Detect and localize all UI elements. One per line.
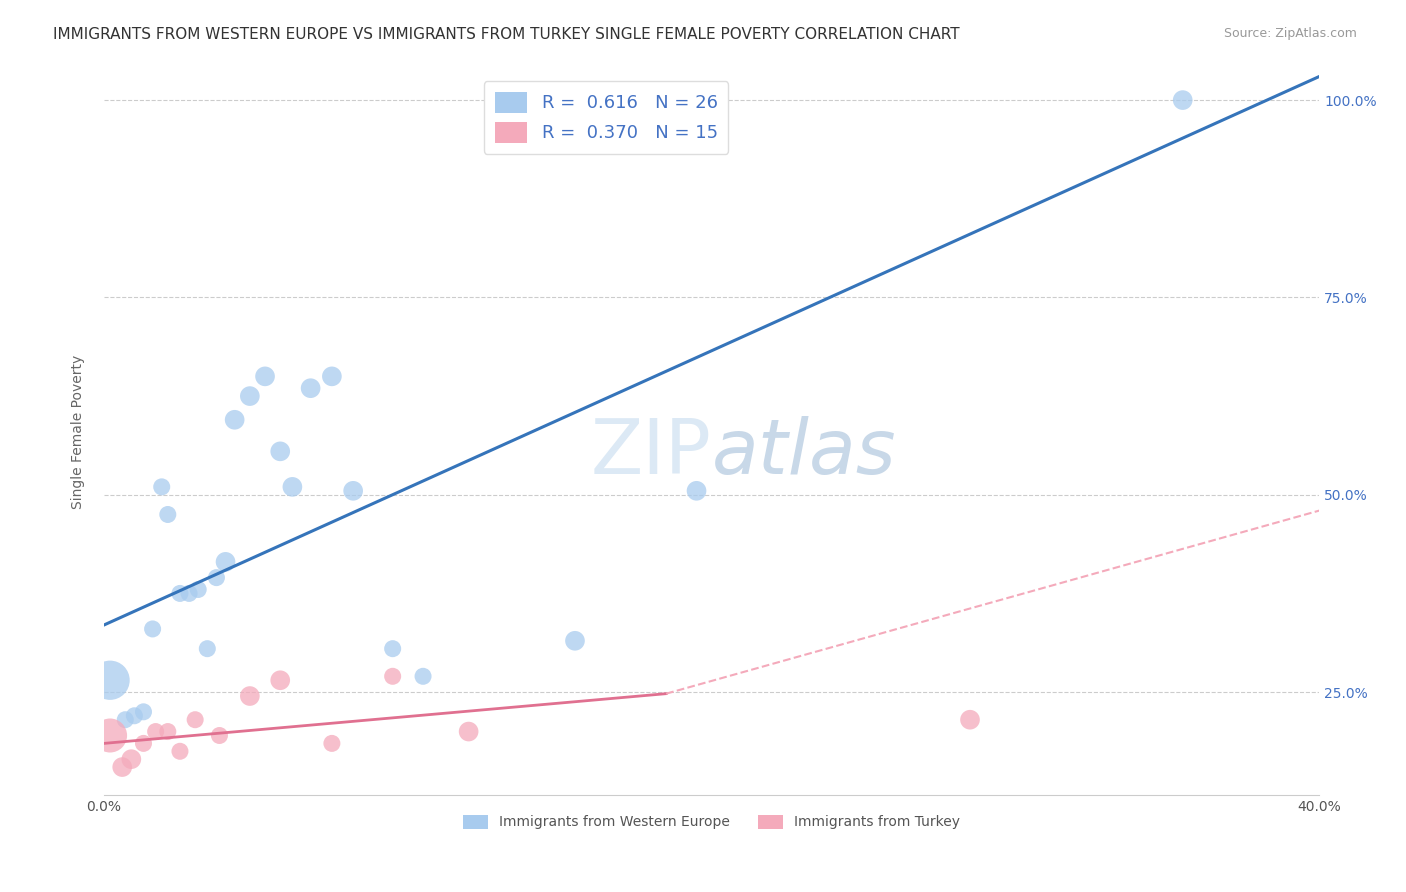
Point [685,483,707,498]
Point [208,729,231,743]
Point [564,633,586,648]
Point [269,444,291,458]
Point [98,729,121,743]
Point [156,724,179,739]
Point [342,483,364,498]
Point [269,673,291,688]
Point [239,389,262,403]
Y-axis label: Single Female Poverty: Single Female Poverty [72,354,86,508]
Point [132,736,155,750]
Point [299,381,322,395]
Point [195,641,218,656]
Point [214,555,236,569]
Point [177,586,200,600]
Point [224,413,246,427]
Point [169,744,191,758]
Point [124,708,146,723]
Point [412,669,434,683]
Point [187,582,209,597]
Point [321,736,343,750]
Point [205,571,228,585]
Point [457,724,479,739]
Point [142,622,165,636]
Point [111,760,134,774]
Point [169,586,191,600]
Point [145,724,167,739]
Point [254,369,277,384]
Point [184,713,207,727]
Point [156,508,179,522]
Point [959,713,981,727]
Text: Source: ZipAtlas.com: Source: ZipAtlas.com [1223,27,1357,40]
Point [114,713,136,727]
Text: IMMIGRANTS FROM WESTERN EUROPE VS IMMIGRANTS FROM TURKEY SINGLE FEMALE POVERTY C: IMMIGRANTS FROM WESTERN EUROPE VS IMMIGR… [53,27,960,42]
Point [1171,93,1194,107]
Point [150,480,173,494]
Point [381,641,404,656]
Point [381,669,404,683]
Text: atlas: atlas [711,417,896,491]
Text: ZIP: ZIP [591,417,711,491]
Point [321,369,343,384]
Point [132,705,155,719]
Point [98,673,121,688]
Point [239,689,262,703]
Point [281,480,304,494]
Point [120,752,142,766]
Legend: Immigrants from Western Europe, Immigrants from Turkey: Immigrants from Western Europe, Immigran… [458,809,966,835]
